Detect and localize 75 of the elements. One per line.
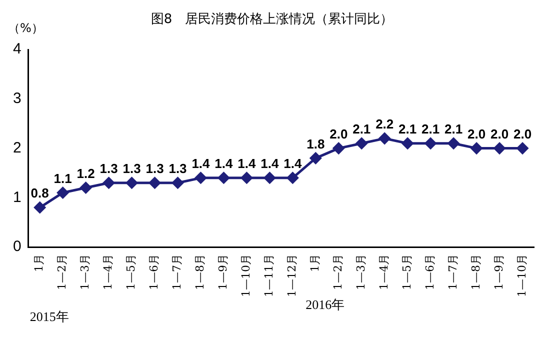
x-tick-label: 1—10月 [240, 254, 253, 298]
data-label: 1.4 [214, 156, 234, 171]
y-axis-title: （%） [8, 20, 44, 37]
point [240, 172, 252, 184]
data-label: 2.1 [444, 121, 463, 136]
point [356, 138, 368, 150]
data-label: 1.1 [54, 170, 72, 186]
point [172, 177, 184, 189]
data-label: 0.8 [30, 186, 49, 201]
point [470, 142, 482, 154]
point [332, 142, 344, 154]
x-tick-label: 1—8月 [469, 254, 482, 290]
point [424, 138, 436, 150]
point [310, 152, 322, 164]
point [516, 142, 528, 154]
x-tick-label: 1—7月 [446, 254, 460, 290]
x-tick-label: 1月 [308, 254, 322, 272]
x-tick-label: 1—5月 [124, 254, 138, 290]
point [218, 172, 230, 184]
y-tick-label: 1 [13, 188, 22, 206]
y-tick-label: 3 [13, 90, 22, 108]
y-tick-label: 0 [13, 238, 22, 256]
x-tick-label: 1—11月 [262, 254, 276, 298]
data-label: 1.4 [192, 156, 211, 171]
x-tick-label: 1月 [32, 254, 46, 272]
x-tick-label: 1—3月 [354, 254, 368, 290]
data-label: 2.2 [376, 116, 394, 132]
data-label: 1.8 [306, 136, 325, 152]
data-label: 2.0 [513, 126, 532, 142]
x-tick-label: 1—10月 [515, 254, 528, 298]
data-label: 1.4 [260, 156, 280, 171]
data-label: 2.0 [468, 126, 486, 142]
x-tick-label: 1—9月 [492, 254, 506, 290]
x-tick-label: 1—9月 [216, 254, 230, 290]
point [494, 142, 506, 154]
data-label: 1.3 [168, 160, 187, 176]
x-tick-label: 1—12月 [286, 254, 299, 298]
point [194, 172, 206, 184]
data-label: 1.3 [146, 160, 164, 176]
x-tick-label: 1—3月 [78, 254, 92, 290]
data-label: 2.0 [490, 126, 509, 142]
point [402, 138, 414, 150]
x-tick-label: 1—2月 [56, 254, 69, 290]
data-label: 2.0 [330, 126, 348, 142]
point [448, 138, 460, 150]
point [378, 132, 390, 144]
x-tick-label: 1—4月 [377, 254, 390, 290]
point [286, 172, 298, 184]
data-label: 1.3 [122, 160, 141, 176]
point [80, 182, 92, 194]
point [103, 177, 115, 189]
x-tick-label: 1—5月 [400, 254, 414, 290]
chart-title: 图8 居民消费价格上涨情况（累计同比） [150, 12, 394, 28]
point [126, 177, 138, 189]
data-label: 2.1 [422, 121, 440, 136]
x-tick-label: 1—7月 [170, 254, 184, 290]
point [149, 177, 161, 189]
point [34, 202, 46, 214]
data-label: 1.4 [284, 156, 302, 171]
y-tick-label: 2 [13, 139, 22, 156]
point [57, 186, 69, 198]
data-label: 1.2 [76, 166, 95, 181]
x-tick-label: 1—8月 [194, 254, 207, 290]
data-label: 1.3 [100, 160, 118, 176]
data-label: 2.1 [352, 121, 371, 136]
text: 2015年 [30, 308, 69, 326]
data-label: 1.4 [238, 156, 256, 171]
y-tick-label: 4 [13, 40, 22, 58]
x-tick-label: 1—4月 [102, 254, 115, 290]
x-tick-label: 1—6月 [423, 254, 436, 290]
text: 2016年 [306, 296, 345, 314]
data-label: 2.1 [398, 121, 417, 136]
x-tick-label: 1—2月 [331, 254, 344, 290]
point [264, 172, 276, 184]
x-tick-label: 1—6月 [148, 254, 161, 290]
